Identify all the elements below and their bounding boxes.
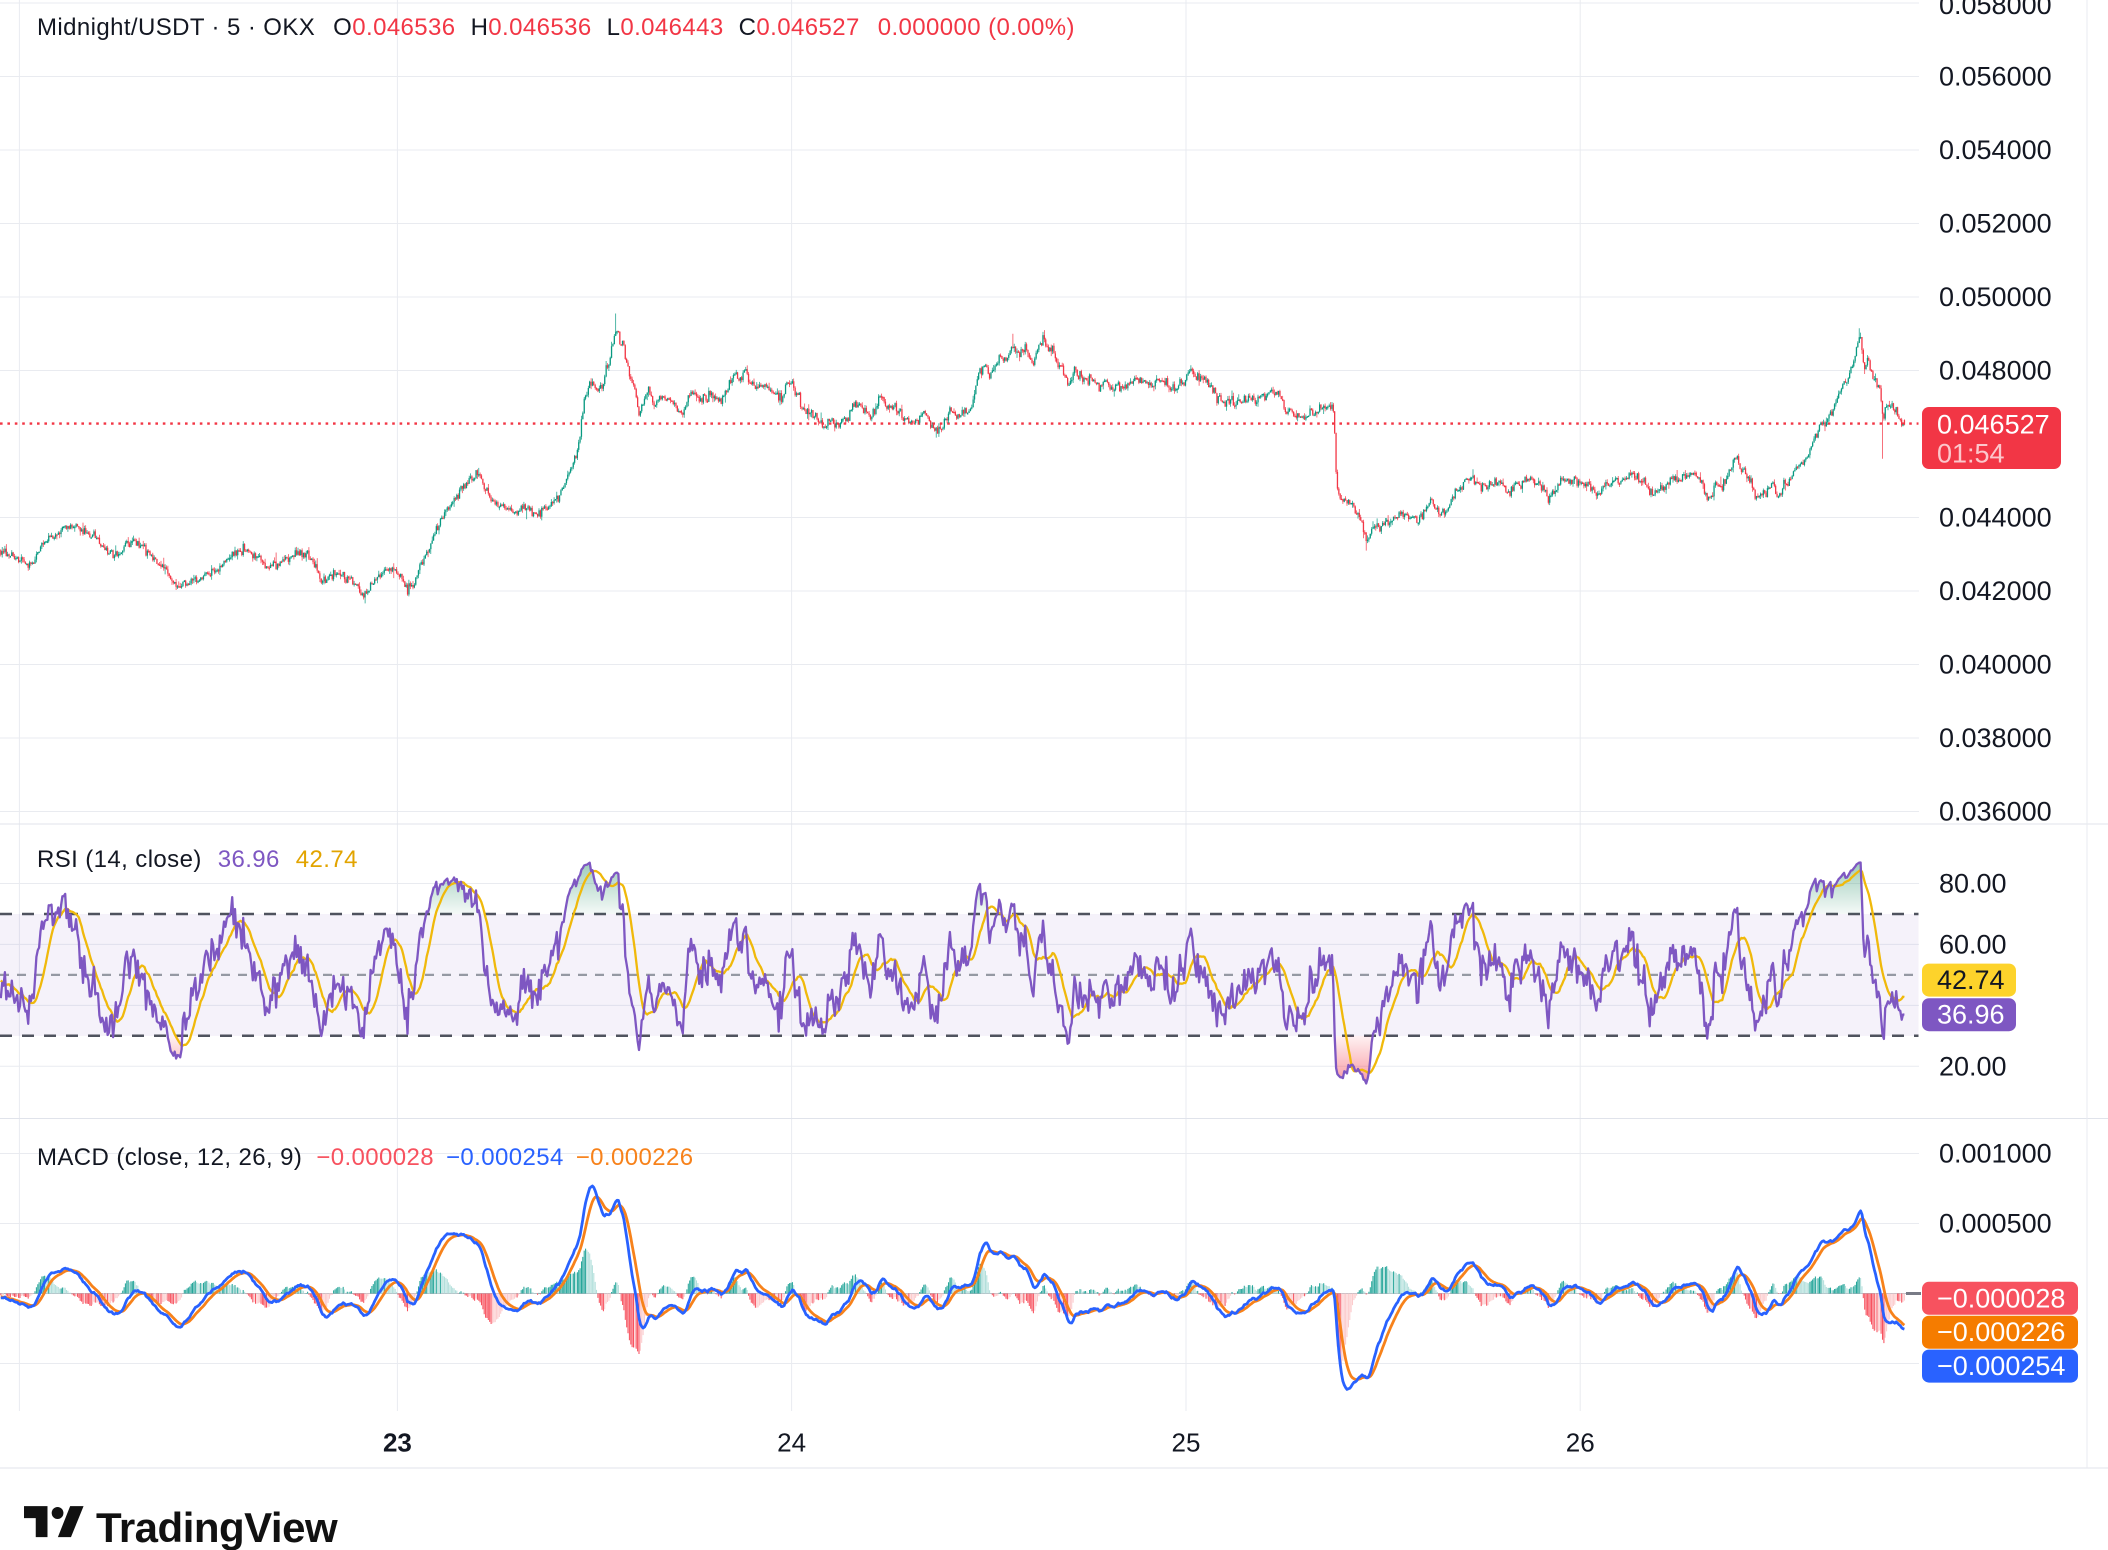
svg-text:36.96: 36.96 — [1937, 1000, 2005, 1030]
svg-text:80.00: 80.00 — [1939, 869, 2007, 899]
svg-text:0.042000: 0.042000 — [1939, 576, 2052, 606]
svg-text:0.058000: 0.058000 — [1939, 0, 2052, 20]
svg-text:25: 25 — [1172, 1428, 1201, 1458]
svg-text:−0.000028: −0.000028 — [1937, 1283, 2065, 1313]
svg-text:MACD (close, 12, 26, 9)−0.0000: MACD (close, 12, 26, 9) −0.000028 −0.00025… — [37, 1144, 693, 1171]
svg-text:60.00: 60.00 — [1939, 929, 2007, 959]
svg-text:−0.000226: −0.000226 — [1937, 1317, 2065, 1347]
svg-text:0.052000: 0.052000 — [1939, 209, 2052, 239]
svg-text:0.048000: 0.048000 — [1939, 356, 2052, 386]
svg-text:TradingView: TradingView — [96, 1504, 338, 1550]
svg-text:0.001000: 0.001000 — [1939, 1139, 2052, 1169]
svg-text:0.046527: 0.046527 — [1937, 410, 2050, 440]
svg-text:26: 26 — [1566, 1428, 1595, 1458]
svg-text:0.044000: 0.044000 — [1939, 503, 2052, 533]
svg-text:01:54: 01:54 — [1937, 439, 2005, 469]
svg-text:0.038000: 0.038000 — [1939, 723, 2052, 753]
svg-text:20.00: 20.00 — [1939, 1051, 2007, 1081]
svg-text:0.056000: 0.056000 — [1939, 62, 2052, 92]
svg-text:0.000500: 0.000500 — [1939, 1209, 2052, 1239]
svg-text:0.054000: 0.054000 — [1939, 135, 2052, 165]
svg-text:24: 24 — [777, 1428, 806, 1458]
svg-text:0.050000: 0.050000 — [1939, 282, 2052, 312]
svg-text:−0.000254: −0.000254 — [1937, 1351, 2065, 1381]
svg-text:42.74: 42.74 — [1937, 965, 2005, 995]
svg-text:0.040000: 0.040000 — [1939, 650, 2052, 680]
svg-text:23: 23 — [383, 1428, 412, 1458]
svg-text:0.036000: 0.036000 — [1939, 797, 2052, 827]
